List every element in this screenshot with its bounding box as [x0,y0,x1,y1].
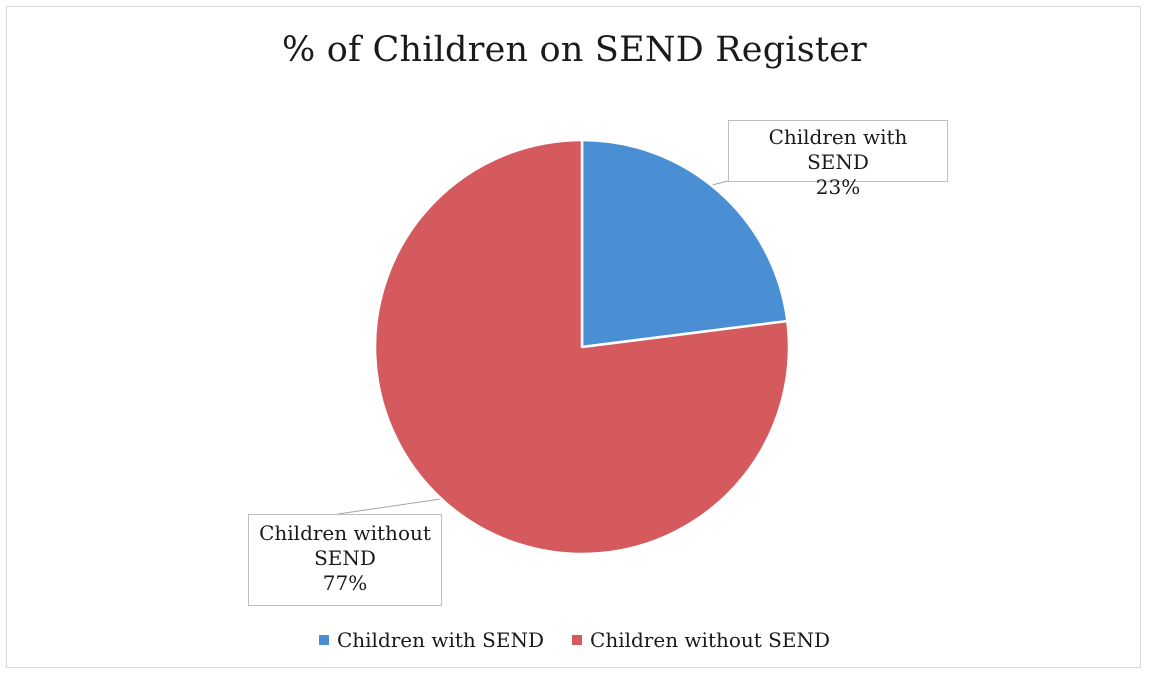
legend-swatch-blue [318,635,329,645]
chart-title: % of Children on SEND Register [282,30,867,70]
pie-slice-children-with-send [580,138,789,349]
legend-label: Children with SEND [336,628,545,652]
data-label-category: Children with SEND [768,125,908,174]
chart-frame [6,6,1141,668]
data-label-category-line-2: SEND [314,546,376,570]
data-label-category-line-1: Children without [259,521,431,545]
leader-line [337,497,450,515]
data-label-value: 23% [815,175,861,199]
data-label-children-without-send: Children without SEND 77% [248,514,442,606]
pie-slice-children-without-send [373,138,791,556]
data-label-children-with-send: Children with SEND 23% [728,120,948,199]
chart-legend: Children with SEND Children without SEND [0,628,1149,652]
legend-item-children-without-send: Children without SEND [572,628,830,652]
legend-swatch-red [572,635,583,645]
legend-label: Children without SEND [590,628,831,652]
legend-item-children-with-send: Children with SEND [318,628,545,652]
data-label-value: 77% [322,571,368,595]
